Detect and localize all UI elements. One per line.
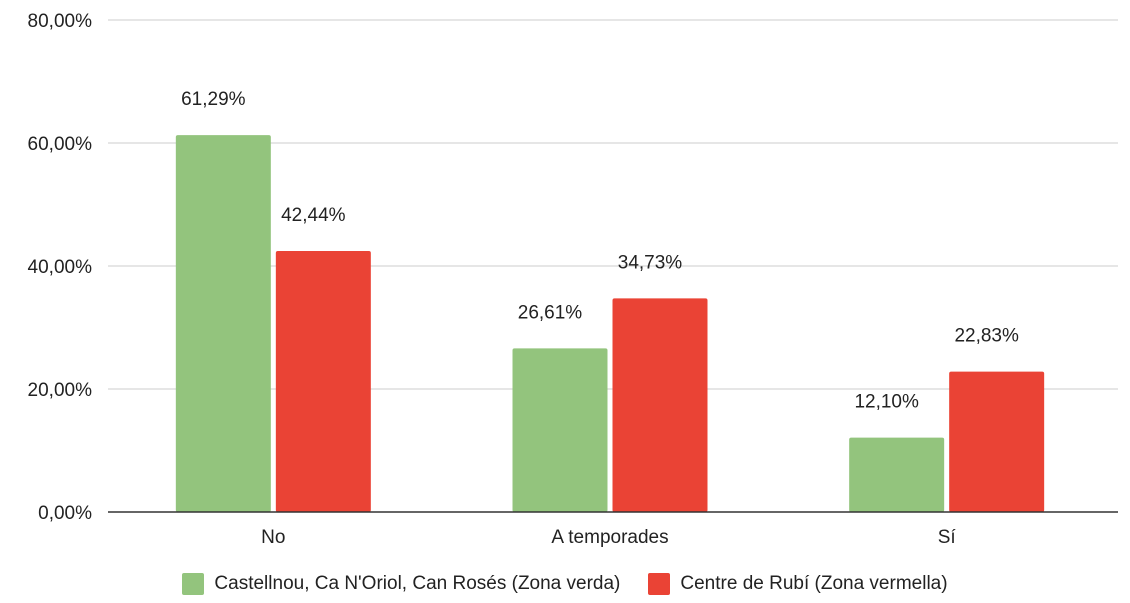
data-labels: 61,29% 42,44% 26,61% 34,73% 12,10% 22,83% (181, 89, 1019, 413)
bar-red[interactable] (275, 250, 371, 512)
x-axis-tick-labels: No A temporades Sí (261, 527, 956, 548)
data-label: 61,29% (181, 89, 246, 110)
legend-item-series-1[interactable]: Castellnou, Ca N'Oriol, Can Rosés (Zona … (182, 573, 620, 595)
y-tick-label: 80,00% (28, 11, 93, 32)
bar-red[interactable] (949, 371, 1045, 512)
legend-item-series-2[interactable]: Centre de Rubí (Zona vermella) (648, 573, 948, 595)
data-label: 42,44% (281, 205, 346, 226)
bar-chart: 0,00% 20,00% 40,00% 60,00% 80,00% 61,29% 42,4… (28, 11, 1118, 548)
y-tick-label: 60,00% (28, 134, 93, 155)
y-axis-tick-labels: 0,00% 20,00% 40,00% 60,00% 80,00% (28, 11, 93, 524)
bar-green[interactable] (849, 437, 945, 512)
legend-swatch-red (648, 573, 671, 595)
data-label: 34,73% (618, 252, 683, 273)
legend: Castellnou, Ca N'Oriol, Can Rosés (Zona … (0, 573, 1130, 595)
bar-green[interactable] (512, 348, 608, 512)
x-tick-label: Sí (938, 527, 957, 548)
data-label: 12,10% (854, 392, 919, 413)
legend-label-series-2: Centre de Rubí (Zona vermella) (680, 573, 948, 594)
bar-green[interactable] (175, 135, 271, 512)
y-tick-label: 20,00% (28, 380, 93, 401)
y-tick-label: 40,00% (28, 257, 93, 278)
x-tick-label: No (261, 527, 285, 548)
data-label: 26,61% (518, 302, 583, 323)
data-label: 22,83% (954, 326, 1019, 347)
bar-red[interactable] (612, 298, 708, 512)
y-tick-label: 0,00% (38, 503, 92, 524)
x-tick-label: A temporades (551, 527, 668, 548)
bars (175, 135, 1045, 512)
legend-label-series-1: Castellnou, Ca N'Oriol, Can Rosés (Zona … (214, 573, 621, 594)
legend-swatch-green (182, 573, 205, 595)
